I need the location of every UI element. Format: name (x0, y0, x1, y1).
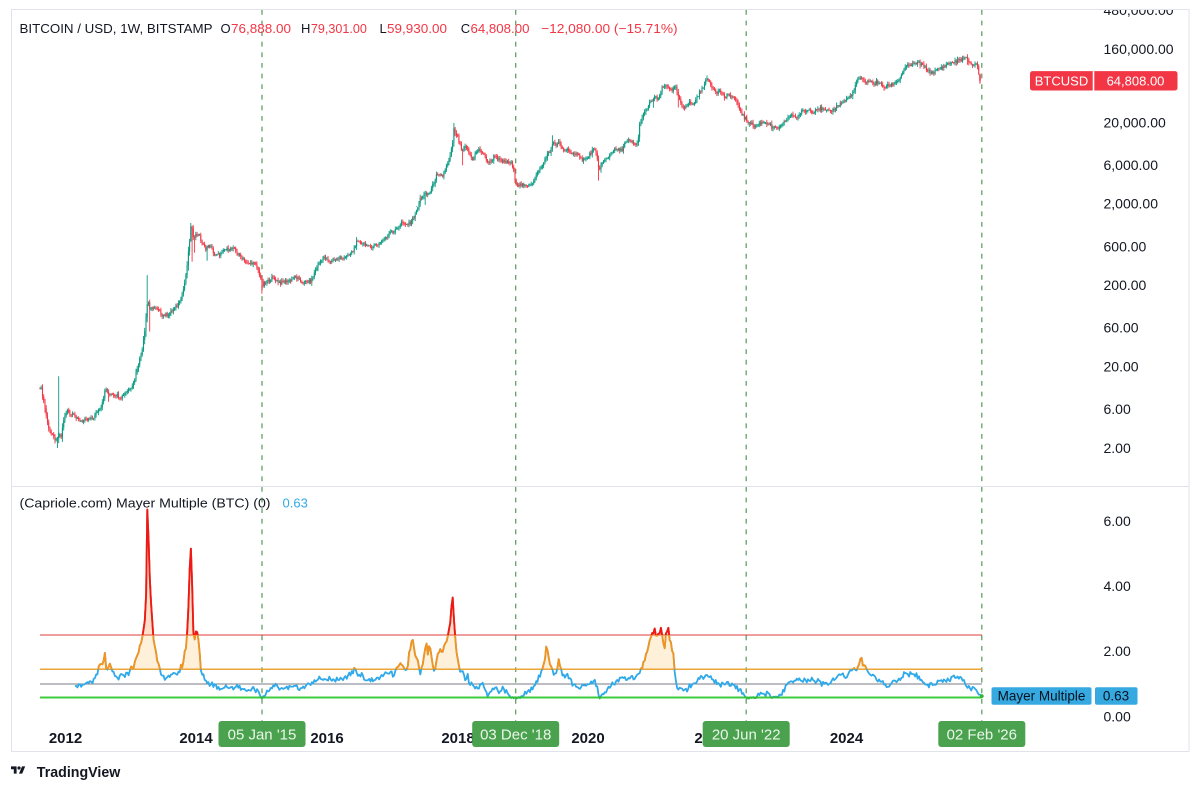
svg-text:76,888.00: 76,888.00 (231, 21, 291, 36)
svg-text:Mayer Multiple: Mayer Multiple (998, 688, 1086, 703)
svg-text:(Capriole.com) Mayer Multiple: (Capriole.com) Mayer Multiple (BTC) (0) (20, 496, 271, 511)
svg-text:0.63: 0.63 (283, 496, 308, 511)
svg-text:20,000.00: 20,000.00 (1104, 114, 1166, 130)
svg-text:0.63: 0.63 (1103, 688, 1129, 703)
svg-text:2,000.00: 2,000.00 (1104, 196, 1159, 212)
svg-text:4.00: 4.00 (1104, 578, 1131, 594)
svg-text:C: C (461, 21, 470, 36)
svg-text:200.00: 200.00 (1104, 277, 1147, 293)
svg-text:L: L (380, 21, 387, 36)
svg-text:BITCOIN / USD, 1W, BITSTAMP: BITCOIN / USD, 1W, BITSTAMP (20, 21, 213, 36)
svg-text:20.00: 20.00 (1104, 359, 1139, 375)
svg-text:6.00: 6.00 (1104, 401, 1131, 417)
svg-text:2020: 2020 (571, 730, 604, 747)
svg-text:03 Dec '18: 03 Dec '18 (480, 727, 551, 744)
svg-text:60.00: 60.00 (1104, 320, 1139, 336)
svg-text:BTCUSD: BTCUSD (1035, 73, 1088, 88)
svg-text:02 Feb '26: 02 Feb '26 (947, 727, 1017, 744)
svg-text:64,808.00: 64,808.00 (471, 21, 530, 36)
svg-text:2018: 2018 (441, 730, 474, 747)
svg-text:6,000.00: 6,000.00 (1104, 157, 1159, 173)
svg-text:59,930.00: 59,930.00 (387, 21, 447, 36)
svg-text:600.00: 600.00 (1104, 238, 1147, 254)
svg-text:2014: 2014 (179, 730, 213, 747)
svg-text:2012: 2012 (49, 730, 82, 747)
svg-text:2.00: 2.00 (1104, 440, 1131, 456)
svg-text:20 Jun '22: 20 Jun '22 (712, 727, 781, 744)
svg-text:480,000.00: 480,000.00 (1104, 2, 1174, 18)
svg-text:2024: 2024 (830, 730, 864, 747)
svg-text:−12,080.00 (−15.71%): −12,080.00 (−15.71%) (541, 21, 678, 36)
svg-text:6.00: 6.00 (1104, 513, 1131, 529)
svg-text:TradingView: TradingView (37, 764, 121, 781)
svg-text:O: O (221, 21, 231, 36)
svg-text:160,000.00: 160,000.00 (1104, 41, 1174, 57)
svg-text:0.00: 0.00 (1104, 708, 1131, 724)
svg-text:64,808.00: 64,808.00 (1107, 73, 1165, 88)
svg-text:2.00: 2.00 (1104, 643, 1131, 659)
svg-text:79,301.00: 79,301.00 (311, 21, 367, 36)
svg-text:H: H (301, 21, 310, 36)
svg-text:2016: 2016 (310, 730, 343, 747)
svg-text:05 Jan '15: 05 Jan '15 (228, 727, 297, 744)
